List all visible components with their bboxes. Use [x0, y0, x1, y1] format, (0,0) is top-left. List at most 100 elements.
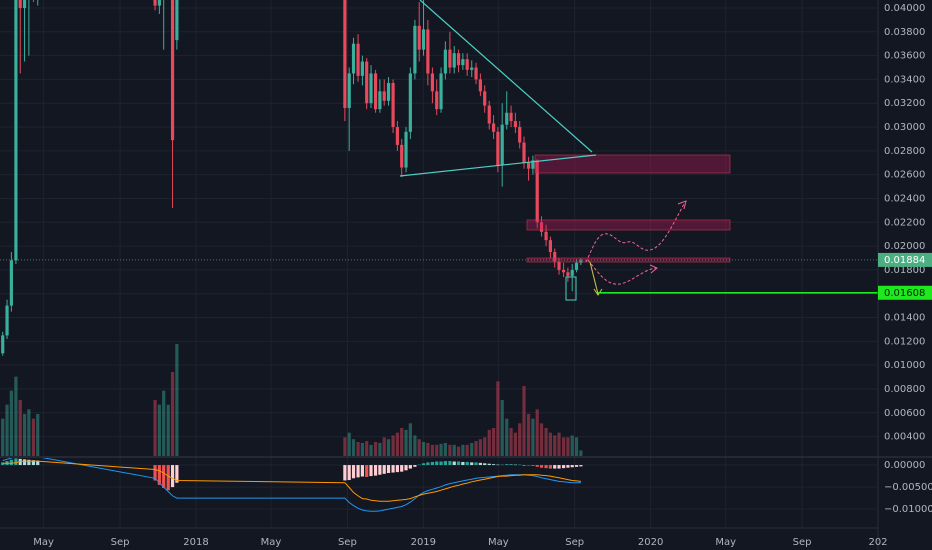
projection-arrow — [585, 203, 685, 263]
arrow-head — [593, 288, 603, 296]
candle-body — [561, 269, 566, 273]
macd-histogram-bar — [474, 462, 478, 466]
candle-body — [496, 131, 500, 166]
candle-body — [526, 162, 531, 169]
volume-bar — [535, 409, 539, 456]
volume-bar — [347, 432, 351, 456]
volume-bar — [18, 400, 22, 456]
macd-histogram-bar — [487, 463, 491, 466]
x-tick-label: 2018 — [183, 537, 208, 548]
volume-bar — [574, 437, 579, 456]
volume-bar — [561, 437, 566, 456]
macd-line — [2, 458, 581, 512]
macd-histogram-bar — [448, 461, 452, 466]
volume-bar — [413, 435, 417, 456]
x-tick-label: May — [261, 537, 282, 548]
y-tick-label: 0.02000 — [884, 241, 925, 252]
macd-histogram-bar — [365, 465, 369, 477]
candle-body — [360, 61, 364, 76]
x-tick-label: Sep — [111, 537, 130, 548]
macd-histogram-bar — [14, 458, 18, 466]
volume-bar — [408, 423, 412, 456]
volume-bar — [500, 400, 504, 456]
candle-body — [5, 305, 9, 336]
candle-body — [491, 123, 496, 132]
volume-bar — [365, 441, 369, 456]
macd-histogram-bar — [347, 465, 351, 481]
macd-histogram-bar — [373, 465, 378, 476]
candle-body — [557, 261, 561, 270]
y-tick-label: 0.01400 — [884, 313, 925, 324]
candle-body — [413, 25, 417, 74]
volume-bar — [544, 428, 548, 456]
macd-histogram-bar — [491, 464, 496, 466]
volume-bar — [539, 423, 544, 456]
candle-body — [544, 231, 548, 241]
volume-bar — [518, 423, 522, 456]
candle-body — [465, 59, 469, 70]
volume-bar — [553, 435, 557, 456]
candle-body — [417, 25, 421, 50]
x-tick-label: 2019 — [411, 537, 436, 548]
candle-body — [522, 142, 526, 163]
candle-body — [478, 79, 482, 92]
macd-histogram-bar — [413, 465, 417, 467]
candle-body — [400, 144, 404, 168]
y-tick-label: 0.01200 — [884, 336, 925, 347]
candle-body — [22, 0, 27, 8]
macd-histogram-bar — [544, 465, 548, 469]
arrow-head — [677, 200, 687, 210]
macd-histogram-bar — [36, 460, 40, 466]
volume-bar — [461, 444, 465, 456]
macd-histogram-bar — [351, 465, 356, 479]
candle-body — [404, 131, 408, 168]
macd-histogram-bar — [561, 465, 566, 469]
candle-body — [535, 160, 539, 223]
x-tick-label: 2020 — [638, 537, 663, 548]
macd-histogram-bar — [343, 465, 347, 481]
volume-bar — [548, 432, 552, 456]
candle-body — [395, 127, 399, 145]
y-tick-label: 0.03800 — [884, 27, 925, 38]
macd-histogram-bar — [400, 465, 404, 472]
macd-histogram-bar — [22, 459, 27, 466]
candle-body — [373, 73, 378, 110]
candle-body — [343, 0, 347, 108]
macd-histogram-bar — [535, 465, 539, 467]
y-tick-label: 0.00800 — [884, 384, 925, 395]
y-tick-label: 0.04000 — [884, 3, 925, 14]
candle-body — [518, 127, 522, 143]
volume-bar — [404, 429, 408, 456]
candle-body — [347, 73, 351, 108]
volume-bar — [579, 450, 583, 456]
x-tick-label: May — [33, 537, 54, 548]
volume-bar — [162, 390, 166, 456]
macd-histogram-bar — [426, 462, 430, 466]
volume-bar — [435, 444, 439, 456]
drawings — [399, 0, 731, 301]
macd-histogram-bar — [157, 465, 161, 485]
candle-body — [539, 222, 544, 232]
volume-bar — [465, 444, 469, 456]
volume-bar — [36, 414, 40, 456]
candle-body — [566, 272, 570, 276]
macd-histogram-bar — [483, 463, 487, 466]
y-tick-label: 0.01800 — [884, 265, 925, 276]
macd-histogram-bar — [522, 465, 526, 466]
candle-body — [474, 67, 478, 80]
highlight-box — [565, 276, 577, 301]
macd-histogram-bar — [31, 460, 36, 466]
volume-bar — [175, 344, 179, 456]
candle-body — [175, 0, 179, 41]
y-tick-label: 0.01000 — [884, 360, 925, 371]
volume-bar — [31, 418, 36, 456]
volume-bar — [360, 442, 364, 456]
projection-arrow — [589, 261, 599, 295]
macd-histogram-bar — [478, 462, 482, 466]
volume-bar — [170, 372, 175, 456]
macd-histogram-bar — [435, 461, 439, 466]
y-tick-label: 0.00400 — [884, 432, 925, 443]
x-tick-label: Sep — [793, 537, 812, 548]
macd-histogram-bar — [570, 465, 574, 468]
